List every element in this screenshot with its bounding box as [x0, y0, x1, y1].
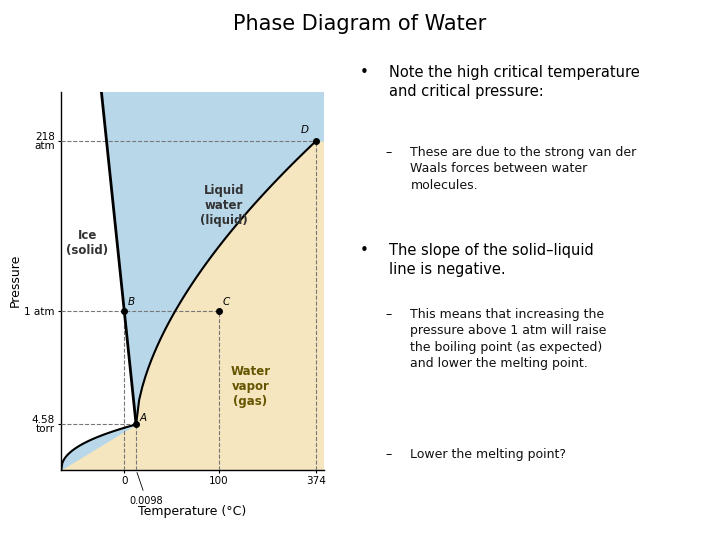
Text: Note the high critical temperature
and critical pressure:: Note the high critical temperature and c… [389, 65, 639, 99]
Text: –: – [385, 308, 392, 321]
Text: C: C [222, 298, 230, 307]
Text: •: • [360, 243, 369, 258]
Text: •: • [360, 65, 369, 80]
Y-axis label: Pressure: Pressure [9, 254, 22, 307]
Polygon shape [102, 92, 324, 424]
Text: 0.0098: 0.0098 [130, 472, 163, 506]
Text: Water
vapor
(gas): Water vapor (gas) [230, 365, 271, 408]
Polygon shape [61, 92, 136, 470]
Text: Phase Diagram of Water: Phase Diagram of Water [233, 14, 487, 33]
X-axis label: Temperature (°C): Temperature (°C) [138, 505, 247, 518]
Text: The slope of the solid–liquid
line is negative.: The slope of the solid–liquid line is ne… [389, 243, 593, 277]
Text: Lower the melting point?: Lower the melting point? [410, 448, 567, 461]
Text: D: D [300, 125, 308, 136]
Text: Ice
(solid): Ice (solid) [66, 229, 109, 257]
Text: –: – [385, 448, 392, 461]
Text: –: – [385, 146, 392, 159]
Text: A: A [140, 413, 147, 423]
Polygon shape [61, 141, 324, 470]
Text: This means that increasing the
pressure above 1 atm will raise
the boiling point: This means that increasing the pressure … [410, 308, 607, 370]
Text: These are due to the strong van der
Waals forces between water
molecules.: These are due to the strong van der Waal… [410, 146, 636, 192]
Text: B: B [128, 298, 135, 307]
Text: Liquid
water
(liquid): Liquid water (liquid) [200, 184, 248, 227]
